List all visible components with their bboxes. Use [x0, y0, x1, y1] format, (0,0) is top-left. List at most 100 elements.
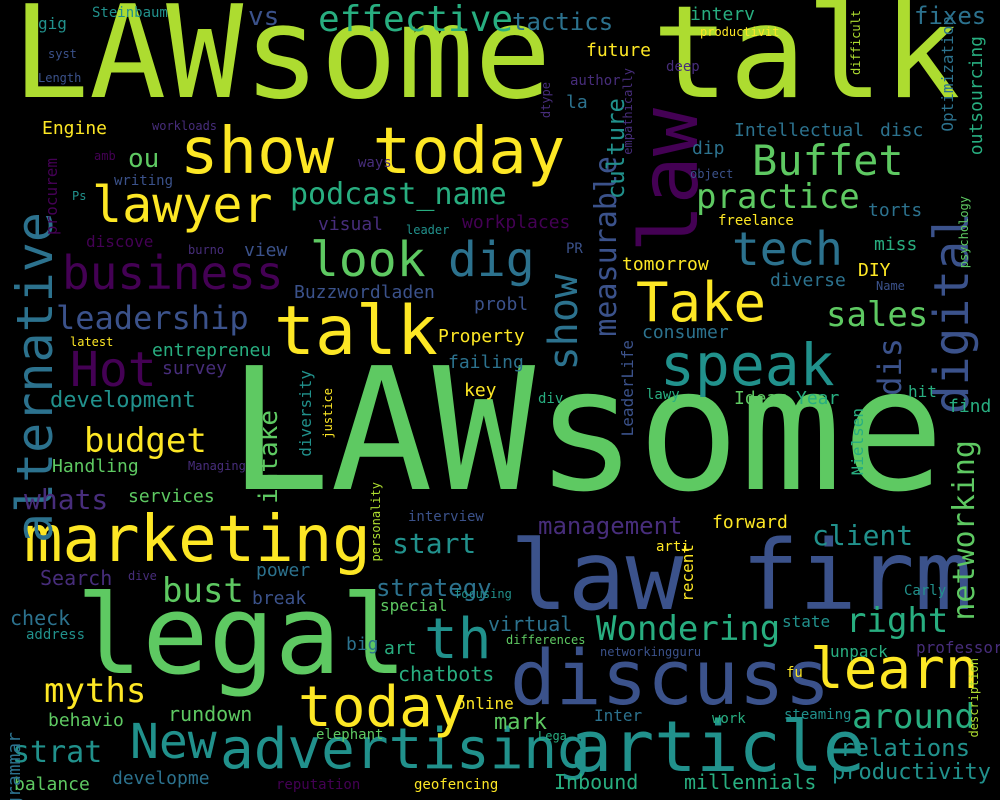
- word-steinbaum: Steinbaum: [92, 5, 168, 21]
- word-client: client: [812, 519, 914, 552]
- word-advertising: advertising: [220, 717, 591, 782]
- word-name: Name: [876, 279, 905, 293]
- word-ou: ou: [128, 144, 160, 174]
- word-outsourcing: outsourcing: [966, 36, 987, 156]
- word-bust: bust: [162, 571, 244, 611]
- word-author: author: [570, 73, 621, 89]
- word-relations: relations: [840, 734, 971, 762]
- word-justice: justice: [321, 388, 335, 439]
- word-difficult: difficult: [849, 10, 863, 76]
- word-burno: burno: [188, 243, 225, 257]
- word-marketing: marketing: [24, 503, 371, 577]
- word-learn: learn: [810, 637, 979, 702]
- word-wondering: Wondering: [596, 609, 781, 649]
- word-behavio: behavio: [48, 710, 124, 731]
- word-address: address: [26, 627, 86, 643]
- word-workplaces: workplaces: [462, 212, 571, 233]
- word-unpack: unpack: [830, 642, 888, 661]
- word-virtual: virtual: [488, 612, 573, 636]
- word-dig: dig: [448, 232, 535, 288]
- word-carly: Carly: [904, 583, 947, 599]
- word-lawy: lawy: [646, 387, 680, 403]
- word-lawyer: lawyer: [92, 176, 273, 234]
- word-article: article: [570, 706, 866, 788]
- word-diy: DIY: [858, 260, 891, 281]
- word-year: Year: [796, 388, 840, 409]
- word-look: look: [310, 232, 426, 288]
- word-developme: developme: [112, 768, 210, 789]
- word-elephant: elephant: [316, 727, 384, 743]
- word-freelance: freelance: [718, 213, 794, 229]
- word-check: check: [10, 606, 71, 630]
- word-ps: Ps: [72, 189, 87, 203]
- word-psychology: psychology: [957, 196, 971, 269]
- word-art: art: [384, 638, 417, 659]
- word-la: la: [566, 92, 588, 113]
- word-disc: disc: [880, 120, 924, 141]
- word-object: object: [690, 167, 734, 181]
- word-optimization: Optimization: [938, 16, 957, 132]
- word-workloads: workloads: [152, 119, 218, 133]
- word-lawsome: LAWsome: [228, 332, 945, 530]
- word-dtype: dtype: [539, 82, 553, 119]
- word-special: special: [380, 596, 448, 615]
- word-grammar: grammar: [4, 732, 25, 800]
- word-forward: forward: [712, 512, 788, 533]
- word-buzzwordladen: Buzzwordladen: [294, 282, 435, 303]
- word-managing: Managing: [188, 459, 246, 473]
- word-millennials: millennials: [684, 770, 817, 794]
- word-lawsome: LAWsome: [12, 0, 552, 128]
- word-practice: practice: [696, 177, 860, 217]
- word-podcast-name: podcast_name: [290, 177, 507, 212]
- word-development: development: [50, 388, 196, 413]
- word-start: start: [392, 527, 477, 560]
- word-budget: budget: [84, 421, 207, 461]
- word-dive: dive: [128, 569, 157, 583]
- word-search: Search: [40, 566, 113, 590]
- word-interv: interv: [690, 4, 756, 25]
- word-work: work: [712, 711, 746, 727]
- word-talk: talk: [652, 0, 961, 128]
- word-online: online: [456, 694, 514, 713]
- word-mark: mark: [494, 710, 547, 735]
- word-procurem: procurem: [42, 158, 61, 236]
- word-torts: torts: [868, 200, 923, 221]
- word-fixes: fixes: [914, 2, 987, 30]
- word-focusing: focusing: [454, 587, 512, 601]
- word-pr: PR: [566, 241, 583, 257]
- word-whats: whats: [24, 483, 109, 516]
- word-ideas: Ideas: [734, 388, 789, 409]
- word-strategy: strategy: [376, 574, 492, 602]
- word-ways: ways: [358, 155, 392, 171]
- word-break: break: [252, 588, 307, 609]
- word-consumer: consumer: [642, 322, 729, 343]
- word-myths: myths: [44, 671, 147, 711]
- word-show: show: [541, 274, 587, 371]
- word-interview: interview: [408, 509, 484, 525]
- word-future: future: [586, 40, 652, 61]
- word-show-today: show today: [180, 115, 566, 189]
- word-effective: effective: [318, 0, 514, 40]
- word-right: right: [846, 601, 949, 641]
- word-rundown: rundown: [168, 702, 253, 726]
- word-today: today: [298, 675, 467, 740]
- word-survey: survey: [162, 358, 228, 379]
- word-balance: balance: [14, 774, 90, 795]
- word-inter: Inter: [594, 706, 643, 725]
- word-differences: differences: [506, 633, 586, 647]
- word-steaming: steaming: [784, 707, 852, 723]
- word-productivit: productivit: [700, 25, 780, 39]
- word-deep: deep: [666, 59, 700, 75]
- word-key: key: [464, 380, 497, 401]
- word-intellectual: Intellectual: [734, 120, 865, 141]
- word-discuss: discuss: [510, 633, 831, 722]
- word-property: Property: [438, 326, 525, 347]
- word-probl: probl: [474, 294, 529, 315]
- word-div: div: [538, 391, 564, 407]
- word-view: view: [244, 240, 288, 261]
- word-speak: speak: [660, 331, 835, 399]
- word-talk: talk: [274, 292, 438, 371]
- word-leader: leader: [406, 223, 450, 237]
- word-arti: arti: [656, 539, 690, 555]
